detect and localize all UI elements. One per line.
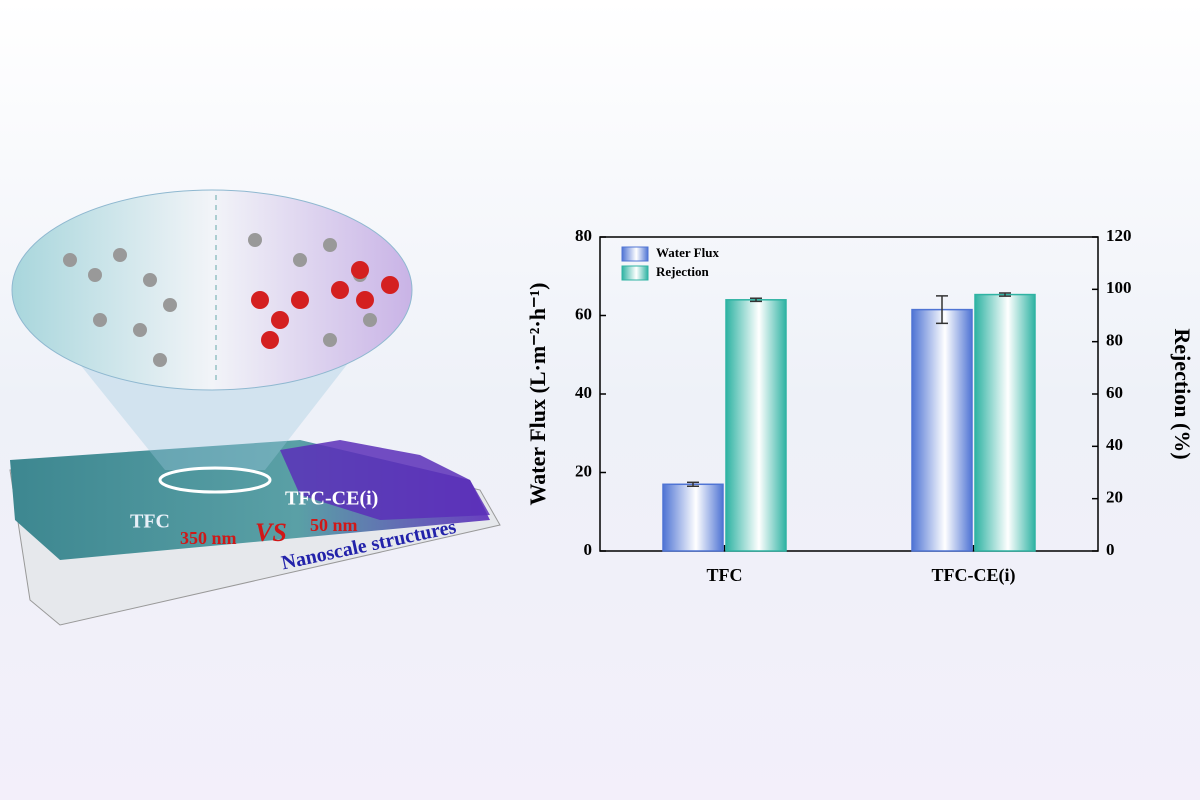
y2-tick-label: 40 [1106,435,1123,454]
bar [911,308,973,552]
y-tick-label: 40 [575,383,592,402]
chart: 0 20 40 60 80 0 20 40 60 80 100 120 Water Flux (L·m⁻… [525,226,1195,586]
annotation: 350 nm [180,528,237,548]
illustration [9,189,501,626]
annotation: TFC-CE(i) [285,488,378,510]
ce-surface [280,440,490,520]
annotation: 50 nm [310,515,358,535]
x-tick-label: TFC-CE(i) [932,565,1016,586]
error-bar [936,295,948,325]
legend-swatch [621,246,649,262]
legend-swatch [621,265,649,281]
y-axis-label: Water Flux (L·m⁻²·h⁻¹) [525,282,550,505]
y2-axis-label: Rejection (%) [1170,328,1195,459]
annotation: TFC [130,511,170,533]
y2-tick-label: 20 [1106,488,1123,507]
bar [662,483,724,552]
error-bar [750,297,762,303]
legend-label: Water Flux [656,245,719,260]
legend-label: Rejection [656,264,709,279]
y2-tick-label: 0 [1106,540,1115,559]
annotation: VS [255,518,287,547]
x-tick-label: TFC [707,565,743,585]
bar [725,299,787,552]
y-tick-label: 20 [575,461,592,480]
error-bar [687,481,699,487]
focus-ring [158,466,272,494]
y-tick-label: 80 [575,226,592,245]
zoom-lens [11,189,413,391]
error-bar [999,292,1011,297]
crown-ethers [251,261,399,349]
bar [974,293,1036,552]
y2-tick-label: 80 [1106,331,1123,350]
molecules [63,233,377,367]
y2-tick-label: 60 [1106,383,1123,402]
y2-tick-label: 120 [1106,226,1132,245]
y2-tick-label: 100 [1106,278,1132,297]
y-tick-label: 60 [575,304,592,323]
y-tick-label: 0 [584,540,593,559]
